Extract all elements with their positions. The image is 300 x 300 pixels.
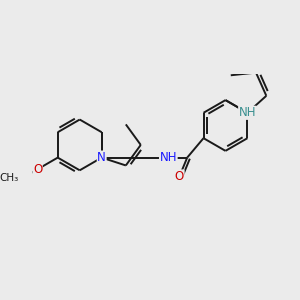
Text: O: O [33,163,42,176]
Text: NH: NH [239,106,256,119]
Text: O: O [175,170,184,183]
Text: NH: NH [160,151,177,164]
Text: N: N [97,151,106,164]
Text: CH₃: CH₃ [0,173,19,183]
